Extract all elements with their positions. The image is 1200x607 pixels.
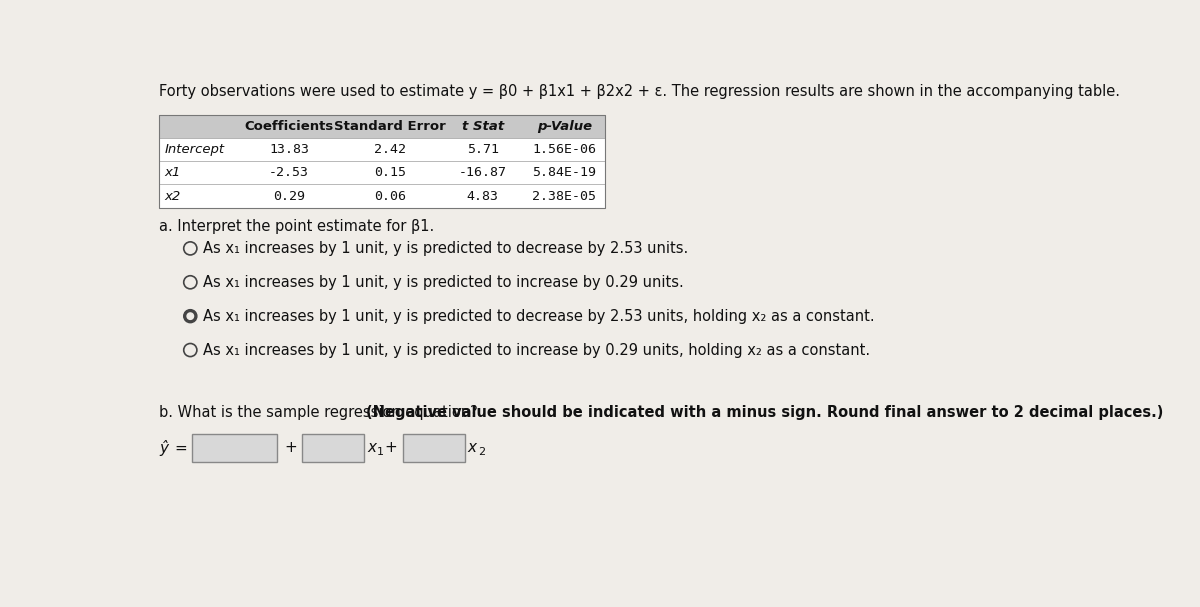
Text: -2.53: -2.53 bbox=[269, 166, 310, 180]
Text: -16.87: -16.87 bbox=[458, 166, 506, 180]
Text: p-Value: p-Value bbox=[536, 120, 592, 134]
FancyBboxPatch shape bbox=[160, 185, 605, 208]
Text: As x₁ increases by 1 unit, y is predicted to increase by 0.29 units.: As x₁ increases by 1 unit, y is predicte… bbox=[203, 275, 684, 290]
Text: Standard Error: Standard Error bbox=[334, 120, 445, 134]
Text: 1: 1 bbox=[377, 447, 384, 458]
Text: Coefficients: Coefficients bbox=[245, 120, 334, 134]
Text: x1: x1 bbox=[164, 166, 181, 180]
Text: +: + bbox=[284, 440, 298, 455]
Text: =: = bbox=[175, 440, 187, 455]
Text: 0.06: 0.06 bbox=[374, 189, 406, 203]
FancyBboxPatch shape bbox=[302, 434, 364, 462]
Text: x2: x2 bbox=[164, 189, 181, 203]
Text: Forty observations were used to estimate y = β0 + β1x1 + β2x2 + ε. The regressio: Forty observations were used to estimate… bbox=[160, 84, 1121, 100]
Text: 13.83: 13.83 bbox=[269, 143, 310, 157]
Text: +: + bbox=[385, 440, 397, 455]
Text: 0.15: 0.15 bbox=[374, 166, 406, 180]
Text: x: x bbox=[468, 440, 476, 455]
Circle shape bbox=[187, 313, 193, 319]
FancyBboxPatch shape bbox=[403, 434, 464, 462]
Text: 2.42: 2.42 bbox=[374, 143, 406, 157]
Text: 5.84E-19: 5.84E-19 bbox=[533, 166, 596, 180]
Text: As x₁ increases by 1 unit, y is predicted to decrease by 2.53 units, holding x₂ : As x₁ increases by 1 unit, y is predicte… bbox=[203, 309, 875, 324]
Text: b. What is the sample regression equation?: b. What is the sample regression equatio… bbox=[160, 405, 482, 421]
Text: As x₁ increases by 1 unit, y is predicted to increase by 0.29 units, holding x₂ : As x₁ increases by 1 unit, y is predicte… bbox=[203, 342, 870, 358]
Text: 2.38E-05: 2.38E-05 bbox=[533, 189, 596, 203]
Text: 4.83: 4.83 bbox=[467, 189, 499, 203]
Text: As x₁ increases by 1 unit, y is predicted to decrease by 2.53 units.: As x₁ increases by 1 unit, y is predicte… bbox=[203, 241, 688, 256]
Text: Intercept: Intercept bbox=[164, 143, 224, 157]
Circle shape bbox=[184, 310, 197, 323]
Text: 5.71: 5.71 bbox=[467, 143, 499, 157]
Text: 2: 2 bbox=[478, 447, 485, 458]
Text: 0.29: 0.29 bbox=[274, 189, 305, 203]
Text: ŷ: ŷ bbox=[160, 440, 168, 456]
Text: x: x bbox=[367, 440, 376, 455]
FancyBboxPatch shape bbox=[160, 161, 605, 185]
Text: a. Interpret the point estimate for β1.: a. Interpret the point estimate for β1. bbox=[160, 219, 434, 234]
FancyBboxPatch shape bbox=[192, 434, 277, 462]
Text: 1.56E-06: 1.56E-06 bbox=[533, 143, 596, 157]
Text: (Negative value should be indicated with a minus sign. Round final answer to 2 d: (Negative value should be indicated with… bbox=[366, 405, 1163, 421]
FancyBboxPatch shape bbox=[160, 138, 605, 161]
Text: t Stat: t Stat bbox=[462, 120, 504, 134]
FancyBboxPatch shape bbox=[160, 115, 605, 138]
